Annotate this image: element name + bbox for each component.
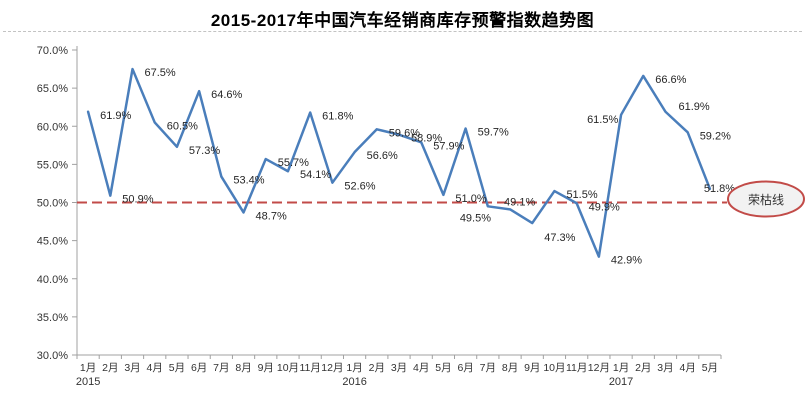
data-label: 55.7% <box>278 157 309 169</box>
data-label: 54.1% <box>300 169 331 181</box>
x-tick-label: 4月 <box>147 362 163 374</box>
data-label: 66.6% <box>655 74 686 86</box>
data-label: 57.3% <box>189 145 220 157</box>
x-tick-label: 7月 <box>213 362 229 374</box>
y-tick-label: 55.0% <box>37 159 68 171</box>
x-tick-label: 12月 <box>588 362 610 374</box>
data-label: 59.7% <box>478 127 509 139</box>
title-separator <box>3 31 802 32</box>
x-tick-label: 3月 <box>124 362 140 374</box>
x-tick-label: 1月 <box>80 362 96 374</box>
x-year-label: 2015 <box>76 376 100 388</box>
x-tick-label: 8月 <box>502 362 518 374</box>
y-tick-label: 50.0% <box>37 198 68 210</box>
x-tick-label: 5月 <box>702 362 718 374</box>
y-tick-label: 35.0% <box>37 312 68 324</box>
data-label: 61.9% <box>100 110 131 122</box>
data-label: 59.6% <box>389 127 420 139</box>
data-label: 42.9% <box>611 255 642 267</box>
y-tick-label: 65.0% <box>37 83 68 95</box>
data-label: 61.5% <box>587 114 618 126</box>
x-tick-label: 11月 <box>299 362 320 374</box>
x-tick-label: 3月 <box>391 362 407 374</box>
data-label: 48.7% <box>256 210 287 222</box>
x-tick-label: 2月 <box>102 362 118 374</box>
y-tick-label: 45.0% <box>37 236 68 248</box>
x-tick-label: 7月 <box>480 362 496 374</box>
x-year-label: 2017 <box>609 376 633 388</box>
boom-bust-line-label: 荣枯线 <box>748 192 784 207</box>
trend-line <box>86 67 712 258</box>
x-tick-label: 1月 <box>613 362 629 374</box>
data-label: 56.6% <box>367 150 398 162</box>
x-tick-label: 4月 <box>413 362 429 374</box>
data-label: 61.8% <box>322 111 353 123</box>
y-tick-label: 40.0% <box>37 274 68 286</box>
data-label: 49.1% <box>504 196 535 208</box>
x-tick-label: 12月 <box>321 362 343 374</box>
x-tick-label: 2月 <box>635 362 651 374</box>
data-label: 49.9% <box>589 201 620 213</box>
data-label: 67.5% <box>145 67 176 79</box>
data-label: 60.5% <box>167 120 198 132</box>
data-label: 50.9% <box>122 194 153 206</box>
x-year-label: 2016 <box>342 376 366 388</box>
x-tick-label: 6月 <box>457 362 473 374</box>
data-label: 52.6% <box>344 181 375 193</box>
x-tick-label: 3月 <box>657 362 673 374</box>
data-label: 64.6% <box>211 89 242 101</box>
data-label: 57.9% <box>433 140 464 152</box>
data-label: 53.4% <box>233 175 264 187</box>
x-tick-label: 5月 <box>435 362 451 374</box>
data-label: 51.0% <box>455 193 486 205</box>
chart-title: 2015-2017年中国汽车经销商库存预警指数趋势图 <box>210 11 595 30</box>
x-tick-label: 6月 <box>191 362 207 374</box>
x-tick-label: 2月 <box>369 362 385 374</box>
y-tick-label: 70.0% <box>37 45 68 57</box>
boom-bust-line-badge <box>727 180 805 218</box>
x-tick-label: 8月 <box>235 362 251 374</box>
x-tick-label: 4月 <box>680 362 696 374</box>
x-tick-label: 9月 <box>524 362 540 374</box>
data-label: 47.3% <box>544 232 575 244</box>
y-tick-label: 60.0% <box>37 121 68 133</box>
data-label: 49.5% <box>460 212 491 224</box>
x-tick-label: 11月 <box>566 362 587 374</box>
data-label: 61.9% <box>678 101 709 113</box>
x-tick-label: 10月 <box>277 362 299 374</box>
data-label: 58.9% <box>411 133 442 145</box>
data-label: 59.2% <box>700 130 731 142</box>
x-tick-label: 10月 <box>543 362 565 374</box>
x-tick-label: 5月 <box>169 362 185 374</box>
x-tick-label: 9月 <box>258 362 274 374</box>
x-tick-label: 1月 <box>346 362 362 374</box>
data-label: 51.5% <box>566 189 597 201</box>
y-tick-label: 30.0% <box>37 350 68 362</box>
data-label: 51.8% <box>704 183 735 195</box>
